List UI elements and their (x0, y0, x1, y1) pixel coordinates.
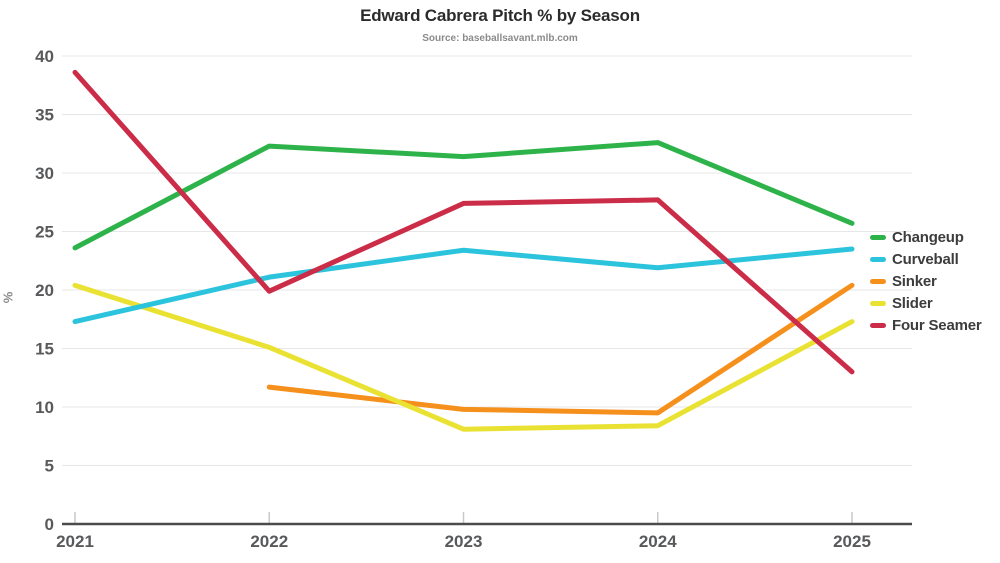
legend-item-slider: Slider (870, 292, 982, 314)
x-tick-label: 2025 (833, 532, 871, 551)
legend-label-slider: Slider (892, 294, 933, 312)
y-axis-label: % (0, 291, 16, 304)
legend-swatch-four-seamer (870, 322, 886, 328)
series-line-changeup (72, 140, 855, 251)
legend-item-sinker: Sinker (870, 270, 982, 292)
y-tick-label: 40 (35, 47, 54, 66)
x-tick-label: 2022 (250, 532, 288, 551)
legend-item-changeup: Changeup (870, 226, 982, 248)
x-tick-label: 2021 (56, 532, 94, 551)
y-tick-label: 35 (35, 106, 54, 125)
legend-item-curveball: Curveball (870, 248, 982, 270)
series-line-slider (72, 282, 855, 432)
legend-label-four-seamer: Four Seamer (892, 316, 982, 334)
legend-label-changeup: Changeup (892, 228, 964, 246)
x-tick-label: 2024 (639, 532, 677, 551)
legend-label-sinker: Sinker (892, 272, 937, 290)
y-tick-label: 10 (35, 398, 54, 417)
legend-swatch-curveball (870, 256, 886, 262)
y-tick-label: 0 (45, 515, 54, 534)
y-tick-label: 5 (45, 457, 54, 476)
y-tick-label: 30 (35, 164, 54, 183)
chart-subtitle: Source: baseballsavant.mlb.com (422, 33, 578, 44)
y-tick-label: 20 (35, 281, 54, 300)
x-tick-label: 2023 (445, 532, 483, 551)
legend-swatch-slider (870, 300, 886, 306)
legend-label-curveball: Curveball (892, 250, 959, 268)
y-tick-label: 15 (35, 340, 54, 359)
legend: Changeup Curveball Sinker Slider Four Seamer (870, 226, 982, 336)
legend-item-four-seamer: Four Seamer (870, 314, 982, 336)
y-tick-label: 25 (35, 223, 54, 242)
series-line-four-seamer (72, 69, 855, 375)
chart-title: Edward Cabrera Pitch % by Season (360, 6, 640, 25)
series-line-sinker (266, 282, 855, 416)
legend-swatch-changeup (870, 234, 886, 240)
series-line-curveball (72, 246, 855, 325)
legend-swatch-sinker (870, 278, 886, 284)
